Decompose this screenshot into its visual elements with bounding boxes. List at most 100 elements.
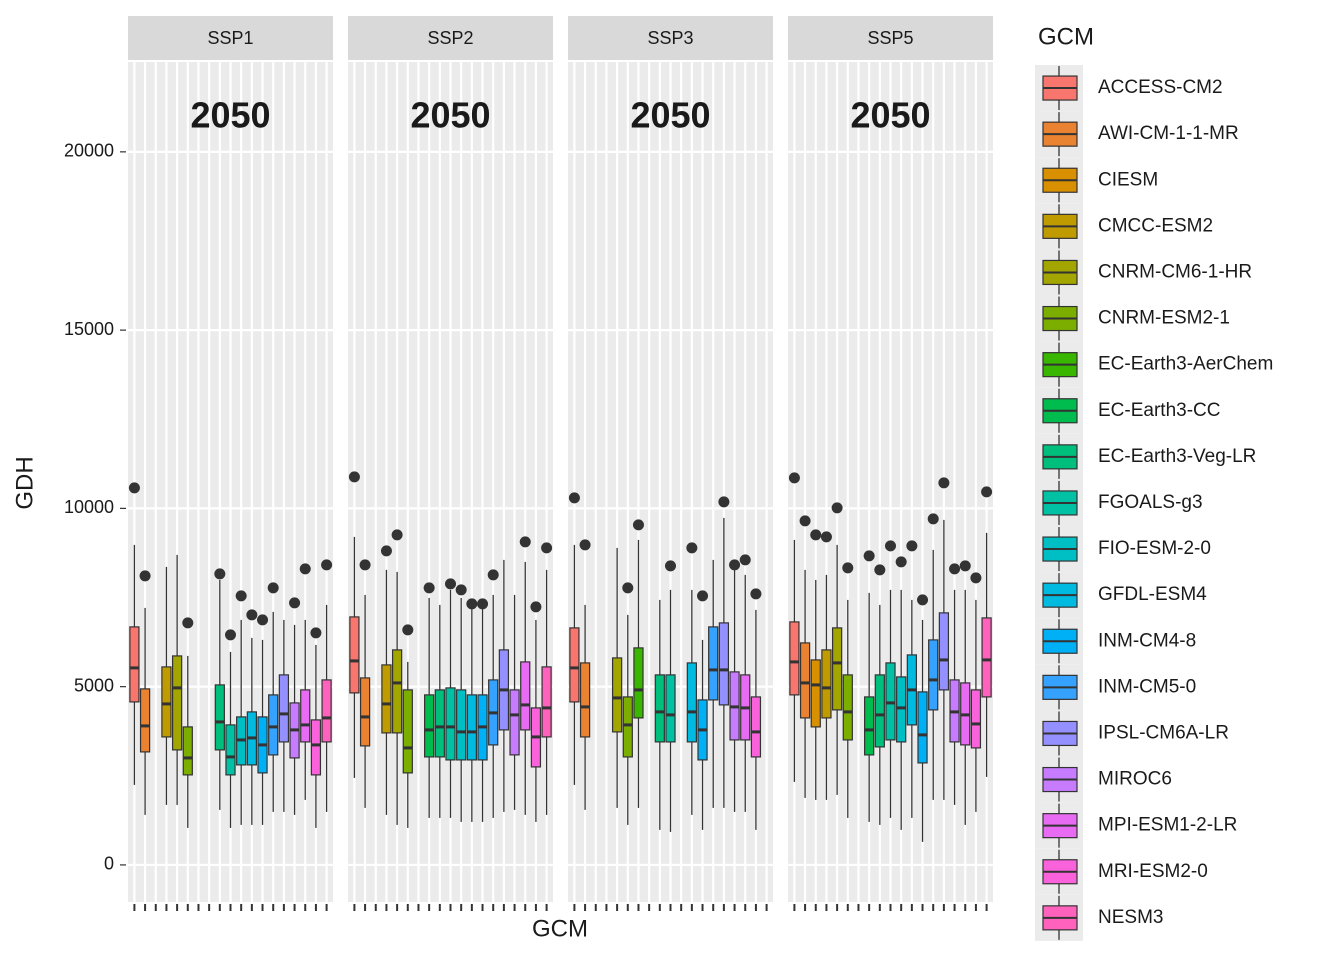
outlier xyxy=(477,598,489,610)
box xyxy=(799,642,811,719)
outlier xyxy=(214,568,226,580)
outlier xyxy=(402,624,414,636)
legend-label: CMCC-ESM2 xyxy=(1098,215,1213,236)
box xyxy=(434,689,445,758)
outlier xyxy=(697,590,709,602)
outlier xyxy=(885,540,896,552)
strip-label: SSP2 xyxy=(427,28,473,48)
outlier xyxy=(906,540,918,552)
box xyxy=(831,627,843,711)
outlier xyxy=(959,560,971,572)
y-tick-label: 5000 xyxy=(74,675,114,695)
outlier xyxy=(831,502,843,514)
outlier xyxy=(842,562,854,574)
outlier xyxy=(874,564,886,576)
box xyxy=(718,622,730,706)
legend-label: MIROC6 xyxy=(1098,769,1172,790)
outlier xyxy=(729,559,741,571)
box xyxy=(171,655,183,751)
outlier xyxy=(289,597,301,609)
box xyxy=(970,689,982,749)
box xyxy=(708,626,719,701)
outlier xyxy=(632,519,644,531)
legend-label: CNRM-CM6-1-HR xyxy=(1098,261,1252,282)
box xyxy=(300,689,311,743)
outlier xyxy=(348,471,360,483)
outlier xyxy=(310,627,322,639)
outlier xyxy=(487,569,499,581)
legend-label: IPSL-CM6A-LR xyxy=(1098,722,1229,743)
box xyxy=(456,689,467,761)
outlier xyxy=(568,492,580,504)
box xyxy=(842,674,853,741)
legend-label: CNRM-ESM2-1 xyxy=(1098,308,1230,329)
box xyxy=(981,617,992,698)
box xyxy=(182,726,193,776)
box xyxy=(896,676,907,743)
outlier xyxy=(938,477,950,489)
legend-label: EC-Earth3-AerChem xyxy=(1098,354,1273,375)
legend-label: EC-Earth3-CC xyxy=(1098,400,1220,421)
legend-label: CIESM xyxy=(1098,169,1158,190)
legend-label: INM-CM5-0 xyxy=(1098,676,1196,697)
strip-background xyxy=(128,16,333,60)
box xyxy=(214,684,225,751)
outlier xyxy=(128,482,140,494)
box xyxy=(864,696,875,756)
outlier xyxy=(917,594,929,606)
panel-annotation: 2050 xyxy=(630,95,710,136)
box xyxy=(310,719,322,776)
strip-label: SSP1 xyxy=(207,28,253,48)
outlier xyxy=(139,570,151,582)
legend-label: INM-CM4-8 xyxy=(1098,630,1196,651)
outlier xyxy=(519,536,531,548)
y-tick-label: 0 xyxy=(104,854,114,874)
box xyxy=(359,677,371,747)
outlier xyxy=(718,496,730,508)
box xyxy=(750,696,762,758)
outlier xyxy=(665,560,676,572)
legend-title: GCM xyxy=(1038,23,1094,50)
box xyxy=(445,687,456,761)
strip-label: SSP3 xyxy=(647,28,693,48)
outlier xyxy=(235,590,247,602)
strip-background xyxy=(348,16,553,60)
outlier xyxy=(530,601,542,613)
box xyxy=(161,666,172,738)
box xyxy=(622,696,633,758)
outlier xyxy=(579,539,591,551)
box xyxy=(129,626,140,703)
box xyxy=(633,647,644,719)
outlier xyxy=(380,545,392,557)
box xyxy=(654,674,665,743)
outlier xyxy=(788,472,800,484)
outlier xyxy=(949,563,961,575)
box xyxy=(928,639,939,711)
box xyxy=(789,621,800,696)
outlier xyxy=(895,556,907,568)
legend-label: MPI-ESM1-2-LR xyxy=(1098,815,1237,836)
box xyxy=(938,612,950,691)
outlier xyxy=(321,559,333,571)
legend-label: GFDL-ESM4 xyxy=(1098,584,1207,605)
y-tick-label: 10000 xyxy=(64,497,114,517)
box xyxy=(278,674,290,743)
box xyxy=(579,662,591,738)
box xyxy=(611,657,623,733)
box xyxy=(424,694,435,758)
box xyxy=(402,689,413,774)
box xyxy=(821,649,832,719)
box xyxy=(569,627,580,703)
outlier xyxy=(820,531,832,543)
outlier xyxy=(927,513,939,525)
outlier xyxy=(981,486,993,498)
box xyxy=(520,661,531,731)
legend-label: FGOALS-g3 xyxy=(1098,492,1203,513)
outlier xyxy=(359,559,371,571)
outlier xyxy=(182,617,194,629)
y-axis-label: GDH xyxy=(11,456,38,509)
outlier xyxy=(686,542,698,554)
box xyxy=(810,659,821,728)
outlier xyxy=(541,542,553,554)
